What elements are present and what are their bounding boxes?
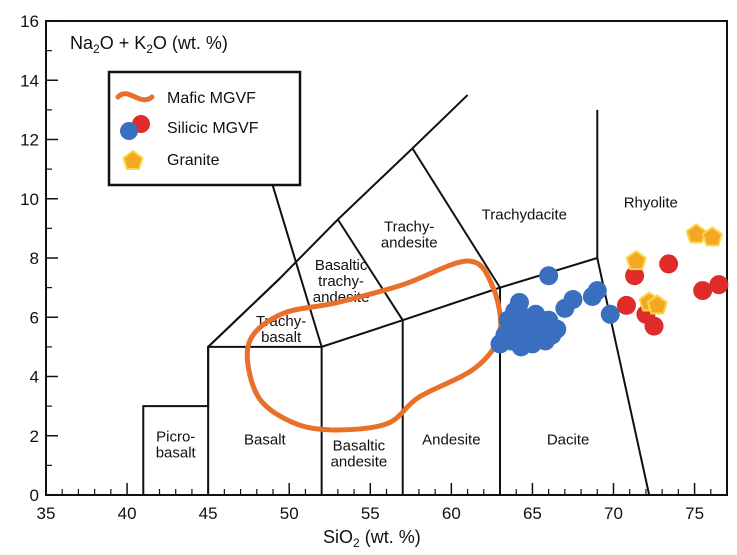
field-label: Trachy-basalt — [256, 313, 306, 346]
field-label-line: basalt — [261, 329, 302, 346]
field-label: Basaltic trachy-andesite — [313, 257, 370, 306]
y-tick-label: 14 — [20, 71, 39, 90]
field-label: Basalt — [244, 432, 287, 449]
legend-label-mafic: Mafic MGVF — [167, 90, 256, 107]
field-label-line: Andesite — [422, 432, 480, 449]
field-label: Picro-basalt — [156, 429, 197, 462]
field-label-line: Trachydacite — [482, 206, 567, 223]
legend-blue-circle-icon — [120, 122, 138, 140]
field-label-line: andesite — [331, 454, 388, 471]
silicic-red-point — [616, 295, 636, 315]
legend-label-silicic: Silicic MGVF — [167, 120, 259, 137]
y-tick-label: 6 — [30, 308, 39, 327]
data-series — [244, 223, 729, 433]
field-label-line: Trachy- — [384, 218, 434, 235]
field-label-line: Basaltic — [315, 257, 368, 274]
axis-ticks: 35 40 45 50 55 60 65 70 75 0 2 4 6 8 10 12 14 16 — [20, 12, 728, 523]
x-axis-title: SiO2 (wt. %) — [323, 527, 421, 550]
granite-point — [646, 294, 668, 315]
y-axis-title: Na2O + K2O (wt. %) — [70, 33, 228, 56]
x-tick-label: 60 — [442, 504, 461, 523]
field-boundary — [207, 278, 281, 348]
x-tick-label: 55 — [361, 504, 380, 523]
silicic-blue-point — [509, 292, 529, 312]
legend-pentagon-icon — [122, 149, 144, 170]
x-tick-label: 50 — [280, 504, 299, 523]
silicic-blue-point — [587, 281, 607, 301]
silicic-red-point — [693, 281, 713, 301]
x-tick-label: 65 — [523, 504, 542, 523]
silicic-blue-point — [539, 266, 559, 286]
x-tick-label: 40 — [118, 504, 137, 523]
y-tick-label: 4 — [30, 368, 39, 387]
field-label-line: Picro- — [156, 429, 195, 446]
silicic-red-point — [625, 266, 645, 286]
silicic-red-point — [709, 275, 729, 295]
granite-point — [701, 226, 724, 247]
x-tick-label: 35 — [37, 504, 56, 523]
field-label-line: Trachy- — [256, 313, 306, 330]
silicic-blue-point — [600, 304, 620, 324]
field-label: Dacite — [547, 432, 590, 449]
field-label-line: Basaltic — [333, 438, 386, 455]
y-tick-label: 8 — [30, 249, 39, 268]
field-label: Rhyolite — [624, 195, 678, 212]
field-boundary — [262, 154, 323, 348]
field-label-line: andesite — [313, 289, 370, 306]
field-label-line: trachy- — [318, 273, 364, 290]
y-tick-label: 0 — [30, 486, 39, 505]
x-tick-label: 75 — [685, 504, 704, 523]
y-tick-label: 16 — [20, 12, 39, 31]
field-label: Trachy-andesite — [381, 218, 438, 251]
field-boundary — [337, 218, 404, 321]
field-label: Trachydacite — [482, 206, 567, 223]
field-label-line: andesite — [381, 234, 438, 251]
x-tick-label: 45 — [199, 504, 218, 523]
legend: Mafic MGVF Silicic MGVF Granite — [107, 70, 302, 187]
legend-label-granite: Granite — [167, 152, 220, 169]
silicic-red-point — [644, 316, 664, 336]
granite-point — [625, 249, 647, 271]
field-boundary — [596, 257, 651, 496]
y-tick-label: 10 — [20, 190, 39, 209]
field-label-line: basalt — [156, 445, 197, 462]
silicic-blue-point — [563, 289, 583, 309]
field-label-line: Dacite — [547, 432, 590, 449]
field-label: Basaltic andesite — [331, 438, 388, 471]
silicic-red-point — [659, 254, 679, 274]
field-label-line: Rhyolite — [624, 195, 678, 212]
legend-line-icon — [115, 91, 155, 103]
field-label-line: Basalt — [244, 432, 287, 449]
silicic-blue-point — [547, 319, 567, 339]
field-label: Andesite — [422, 432, 480, 449]
granite-point — [685, 223, 707, 244]
x-tick-label: 70 — [604, 504, 623, 523]
y-tick-label: 12 — [20, 131, 39, 150]
mafic-mgvf-outline — [244, 258, 504, 433]
y-tick-label: 2 — [30, 427, 39, 446]
field-boundaries — [142, 94, 651, 496]
field-boundary — [411, 147, 501, 289]
